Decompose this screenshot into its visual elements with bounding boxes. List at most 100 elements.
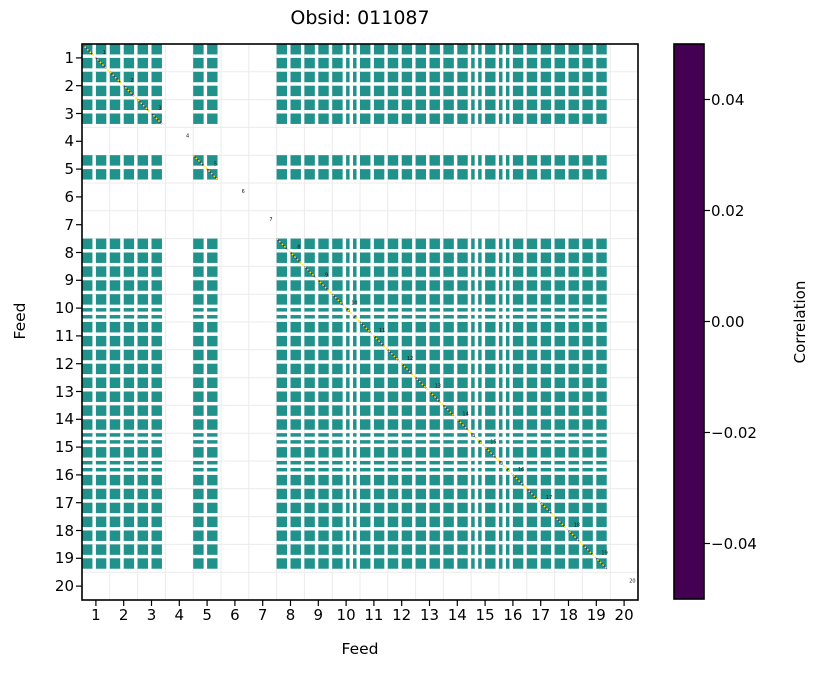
- correlation-cell: [151, 155, 162, 166]
- correlation-cell: [401, 467, 413, 472]
- correlation-cell: [151, 558, 162, 569]
- correlation-cell: [478, 113, 482, 124]
- correlation-cell: [304, 294, 315, 305]
- correlation-cell: [123, 44, 135, 55]
- colorbar-tick-label-4: −0.04: [711, 534, 757, 553]
- correlation-cell: [540, 308, 552, 312]
- correlation-cell: [429, 530, 440, 541]
- x-tick-label-8: 8: [285, 606, 296, 624]
- correlation-cell: [582, 391, 593, 402]
- correlation-cell: [429, 252, 440, 263]
- correlation-cell: [318, 155, 329, 166]
- correlation-cell: [123, 308, 135, 312]
- y-tick-label-17: 17: [54, 493, 74, 512]
- correlation-cell: [401, 488, 413, 500]
- correlation-cell: [540, 558, 552, 569]
- correlation-cell: [82, 433, 93, 437]
- correlation-cell: [353, 363, 357, 375]
- correlation-cell: [346, 315, 350, 319]
- axes-layer: [76, 43, 639, 606]
- correlation-cell: [193, 419, 204, 430]
- correlation-cell: [95, 99, 107, 111]
- correlation-cell: [82, 335, 93, 347]
- correlation-cell: [318, 516, 329, 528]
- correlation-cell: [137, 44, 149, 55]
- correlation-cell: [332, 544, 343, 555]
- correlation-cell: [332, 433, 343, 437]
- correlation-cell: [290, 169, 301, 180]
- diagonal-feed-label: 13: [435, 384, 441, 390]
- correlation-cell: [151, 57, 162, 69]
- diagonal-feed-label: 15: [490, 439, 496, 445]
- correlation-cell: [526, 349, 538, 361]
- correlation-cell: [478, 155, 482, 166]
- correlation-cell: [568, 502, 579, 514]
- correlation-cell: [360, 155, 371, 166]
- correlation-cell: [207, 544, 218, 555]
- correlation-cell: [290, 419, 301, 430]
- correlation-cell: [540, 363, 552, 375]
- correlation-cell: [276, 433, 288, 437]
- correlation-cell: [346, 502, 350, 514]
- correlation-cell: [95, 502, 107, 514]
- correlation-cell: [123, 113, 135, 124]
- correlation-cell: [478, 335, 482, 347]
- correlation-cell: [443, 558, 454, 569]
- correlation-cell: [478, 405, 482, 416]
- correlation-cell: [137, 315, 149, 319]
- correlation-cell: [387, 530, 399, 541]
- correlation-cell: [193, 85, 204, 97]
- correlation-cell: [443, 419, 454, 430]
- correlation-cell: [82, 155, 93, 166]
- correlation-cell: [387, 322, 399, 333]
- y-tick-label-6: 6: [64, 187, 74, 206]
- diagonal-feed-label: 11: [379, 328, 385, 334]
- correlation-cell: [526, 474, 538, 486]
- correlation-cell: [387, 266, 399, 277]
- correlation-cell: [207, 447, 218, 458]
- correlation-cell: [318, 440, 329, 444]
- correlation-cell: [512, 558, 524, 569]
- correlation-cell: [429, 308, 440, 312]
- correlation-cell: [471, 85, 475, 97]
- y-tick-label-3: 3: [64, 104, 74, 123]
- correlation-cell: [290, 308, 301, 312]
- correlation-cell: [109, 377, 121, 389]
- correlation-cell: [82, 57, 93, 69]
- correlation-cell: [443, 322, 454, 333]
- correlation-cell: [485, 544, 496, 555]
- correlation-cell: [193, 363, 204, 375]
- correlation-cell: [485, 266, 496, 277]
- correlation-cell: [151, 322, 162, 333]
- correlation-cell: [582, 294, 593, 305]
- colorbar-tick-label-3: −0.02: [711, 423, 757, 442]
- correlation-cell: [137, 113, 149, 124]
- correlation-cell: [360, 280, 371, 291]
- correlation-cell: [360, 419, 371, 430]
- correlation-cell: [123, 363, 135, 375]
- correlation-cell: [332, 113, 343, 124]
- correlation-cell: [360, 530, 371, 541]
- correlation-cell: [290, 433, 301, 437]
- correlation-cell: [471, 558, 475, 569]
- correlation-cell: [596, 391, 607, 402]
- correlation-cell: [485, 377, 496, 389]
- correlation-cell: [505, 349, 510, 361]
- correlation-cell: [387, 502, 399, 514]
- correlation-cell: [499, 315, 503, 319]
- correlation-cell: [137, 294, 149, 305]
- correlation-cell: [82, 467, 93, 472]
- correlation-cell: [318, 57, 329, 69]
- correlation-cell: [478, 238, 482, 250]
- correlation-cell: [346, 349, 350, 361]
- correlation-cell: [485, 440, 496, 444]
- correlation-cell: [554, 335, 566, 347]
- correlation-cell: [499, 474, 503, 486]
- correlation-cell: [478, 461, 482, 465]
- correlation-cell: [568, 544, 579, 555]
- correlation-cell: [353, 322, 357, 333]
- correlation-cell: [568, 335, 579, 347]
- correlation-cell: [276, 308, 288, 312]
- correlation-cell: [109, 391, 121, 402]
- correlation-cell: [387, 447, 399, 458]
